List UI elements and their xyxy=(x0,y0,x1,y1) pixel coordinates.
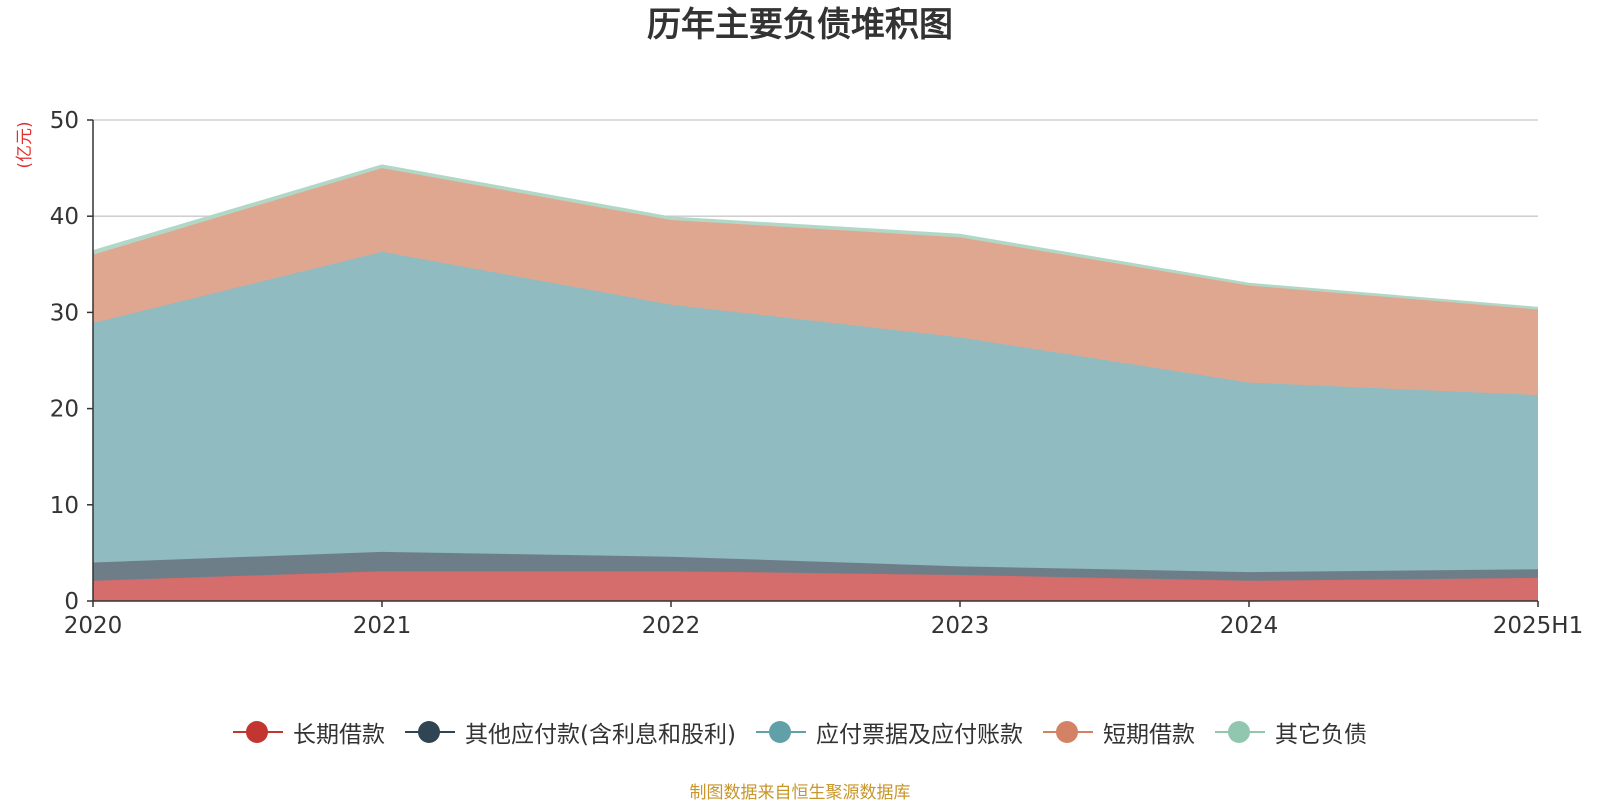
x-tick-label: 2024 xyxy=(1220,613,1279,639)
chart-title: 历年主要负债堆积图 xyxy=(647,5,953,45)
data-source-note: 制图数据来自恒生聚源数据库 xyxy=(689,783,911,803)
axes: 0 10 20 30 40 50 2020 2021 2022 2023 2024 2025H1 xyxy=(50,108,1584,639)
y-tick-label: 0 xyxy=(64,589,79,615)
legend-item-1[interactable]: 其他应付款(含利息和股利) xyxy=(405,715,736,749)
legend-label: 短期借款 xyxy=(1102,722,1195,748)
area-series-edge-4 xyxy=(92,164,1539,309)
legend-dot xyxy=(418,721,441,743)
x-tick-label: 2025H1 xyxy=(1493,613,1583,639)
x-tick-label: 2021 xyxy=(353,613,412,639)
area-series-1 xyxy=(93,551,1538,581)
legend: 长期借款 其他应付款(含利息和股利) 应付票据及应付账款 短期借款 其它负债 xyxy=(0,712,1600,752)
legend-marker xyxy=(405,720,456,744)
x-tick-label: 2022 xyxy=(642,613,701,639)
x-tick-label: 2023 xyxy=(931,613,990,639)
legend-label: 其它负债 xyxy=(1274,722,1367,748)
legend-marker xyxy=(1214,720,1265,744)
area-series-0 xyxy=(93,571,1538,601)
y-tick-label: 50 xyxy=(50,108,79,134)
legend-label: 应付票据及应付账款 xyxy=(815,722,1023,748)
legend-item-2[interactable]: 应付票据及应付账款 xyxy=(755,715,1023,749)
legend-marker xyxy=(233,720,284,744)
y-tick-label: 20 xyxy=(50,397,79,423)
area-series-3 xyxy=(93,168,1538,396)
y-tick-label: 40 xyxy=(50,204,79,230)
legend-item-4[interactable]: 其它负债 xyxy=(1214,715,1367,749)
x-tick-label: 2020 xyxy=(64,613,123,639)
area-series-group xyxy=(92,164,1539,601)
legend-marker xyxy=(755,720,806,744)
y-axis-unit-label: (亿元) xyxy=(15,121,35,168)
legend-item-3[interactable]: 短期借款 xyxy=(1042,715,1195,749)
legend-label: 其他应付款(含利息和股利) xyxy=(465,722,736,748)
y-tick-label: 10 xyxy=(50,493,79,519)
legend-dot xyxy=(246,721,269,743)
legend-dot xyxy=(768,721,791,743)
legend-label: 长期借款 xyxy=(293,722,386,748)
legend-dot xyxy=(1055,721,1078,743)
y-tick-label: 30 xyxy=(50,300,79,326)
area-series-2 xyxy=(93,251,1538,573)
legend-dot xyxy=(1227,721,1250,743)
area-series-4 xyxy=(93,165,1538,310)
legend-item-0[interactable]: 长期借款 xyxy=(233,715,385,749)
legend-marker xyxy=(1042,720,1093,744)
